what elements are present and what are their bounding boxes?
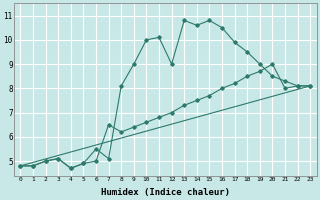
X-axis label: Humidex (Indice chaleur): Humidex (Indice chaleur)	[101, 188, 230, 197]
